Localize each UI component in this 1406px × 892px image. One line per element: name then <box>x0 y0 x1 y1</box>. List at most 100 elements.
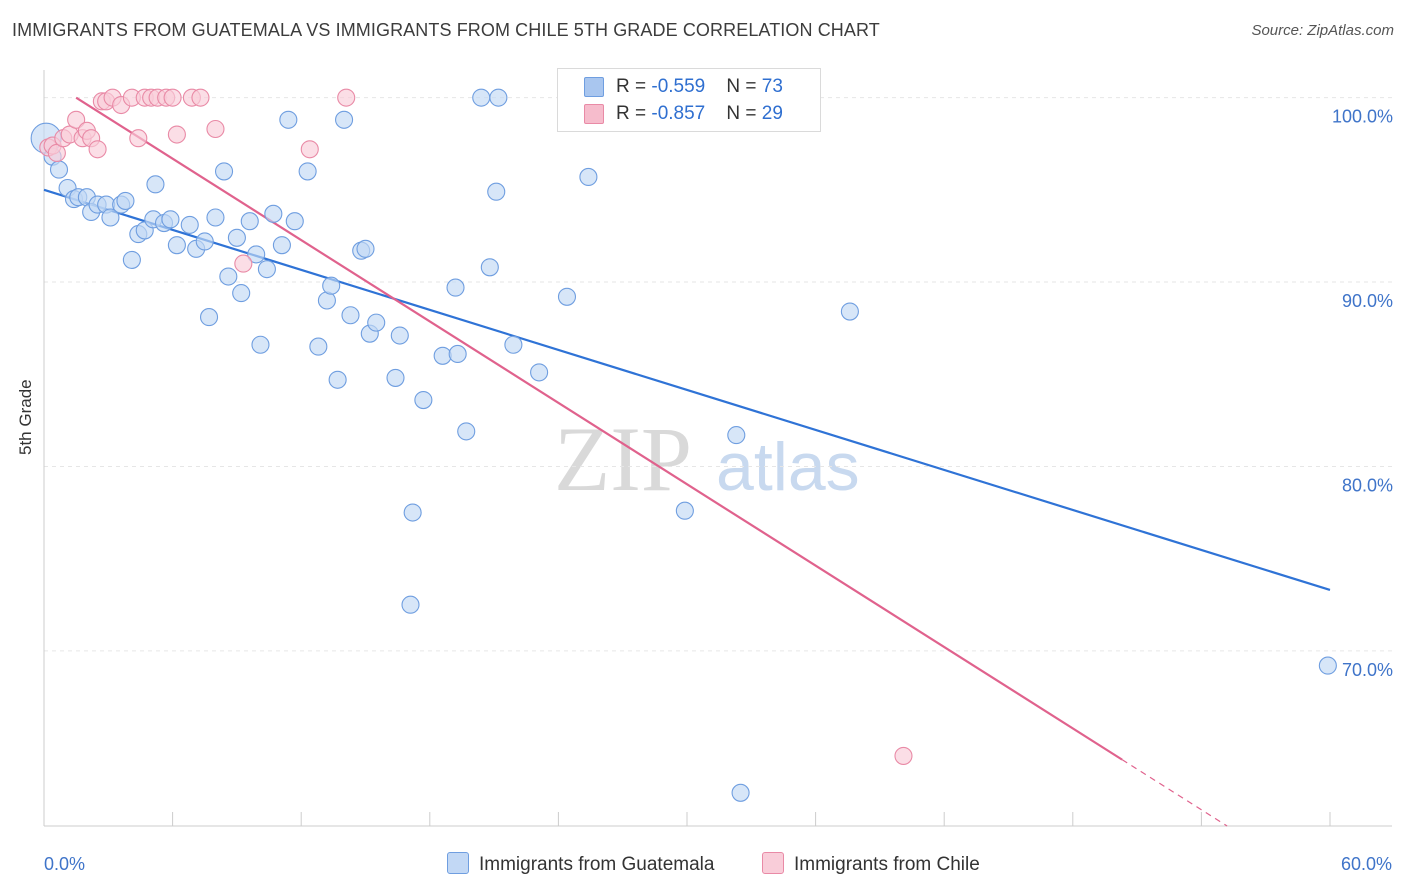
n-value: 29 <box>761 103 783 124</box>
n-value: 73 <box>761 76 783 97</box>
data-point <box>356 239 375 258</box>
chart-title: IMMIGRANTS FROM GUATEMALA VS IMMIGRANTS … <box>12 20 880 40</box>
legend-swatch-chile <box>762 852 784 874</box>
data-point <box>49 160 69 179</box>
data-point <box>403 503 422 522</box>
data-point <box>199 308 219 327</box>
data-point <box>487 182 506 201</box>
trend-line <box>75 96 1123 761</box>
data-point <box>504 335 523 354</box>
trend-line-extension <box>1121 759 1228 827</box>
data-point <box>167 236 186 255</box>
data-point <box>264 204 283 223</box>
data-point <box>88 140 107 159</box>
data-point <box>840 302 859 321</box>
data-point <box>328 370 347 389</box>
data-point <box>386 368 405 387</box>
data-point <box>894 746 913 765</box>
y-tick-label: 100.0% <box>1332 107 1393 127</box>
legend-item-guatemala[interactable]: Immigrants from Guatemala <box>447 852 714 876</box>
data-point <box>251 335 270 354</box>
stats-row-chile: R = -0.857 N = 29 <box>558 100 820 128</box>
data-point <box>446 278 465 297</box>
y-tick-label: 70.0% <box>1342 660 1393 680</box>
data-point <box>472 88 491 107</box>
data-point <box>257 260 276 279</box>
n-label: N = <box>726 76 762 97</box>
data-point <box>180 215 199 234</box>
stats-box: R = -0.559 N = 73 R = -0.857 N = 29 <box>557 68 821 132</box>
data-point <box>367 313 386 332</box>
data-point <box>341 306 360 325</box>
data-point <box>116 191 135 210</box>
y-tick-labels: 70.0% 80.0% 90.0% 100.0% <box>1332 107 1393 680</box>
x-tick-label: 60.0% <box>1341 854 1392 874</box>
data-point <box>272 236 291 255</box>
data-point <box>322 276 341 295</box>
trend-line <box>43 188 1331 592</box>
y-tick-label: 80.0% <box>1342 475 1393 495</box>
r-value: -0.559 <box>651 76 706 97</box>
x-tick-labels: 0.0% 60.0% <box>44 854 1392 874</box>
data-point <box>129 129 148 148</box>
x-tick-label: 0.0% <box>44 854 85 874</box>
n-label: N = <box>726 103 762 124</box>
data-point <box>675 501 694 520</box>
data-point <box>731 783 750 802</box>
data-point <box>579 167 598 186</box>
data-point <box>240 212 259 231</box>
data-point <box>448 344 467 364</box>
data-point <box>309 337 328 356</box>
data-point <box>234 254 253 273</box>
watermark-zip: ZIP <box>554 408 692 510</box>
r-label: R = <box>616 103 652 124</box>
data-point <box>300 140 319 159</box>
r-value: -0.857 <box>651 103 706 124</box>
data-point <box>206 208 225 227</box>
axes <box>43 70 1392 827</box>
data-point <box>390 326 409 345</box>
stats-row-guatemala: R = -0.559 N = 73 <box>558 73 820 101</box>
legend-label-guatemala: Immigrants from Guatemala <box>479 854 715 875</box>
data-point <box>227 228 246 247</box>
data-point <box>122 250 141 269</box>
data-point <box>1318 656 1337 675</box>
data-point <box>214 162 234 181</box>
data-point <box>433 346 452 365</box>
stats-swatch-chile <box>584 104 604 124</box>
watermark: ZIP atlas <box>554 408 860 510</box>
data-point <box>298 162 317 181</box>
stats-text-chile: R = -0.857 N = 29 <box>616 100 783 128</box>
legend-label-chile: Immigrants from Chile <box>794 854 980 875</box>
data-point <box>232 284 251 303</box>
data-point <box>167 125 186 144</box>
data-point <box>480 258 499 277</box>
data-point <box>530 363 549 382</box>
data-point <box>219 267 238 286</box>
data-point <box>335 110 354 129</box>
stats-text-guatemala: R = -0.559 N = 73 <box>616 73 783 101</box>
data-point <box>206 119 225 139</box>
data-point <box>401 595 420 614</box>
legend-item-chile[interactable]: Immigrants from Chile <box>762 852 980 876</box>
data-point <box>489 88 508 107</box>
data-point <box>279 110 298 129</box>
data-point <box>557 287 577 306</box>
stats-swatch-guatemala <box>584 77 604 97</box>
data-point <box>727 426 746 445</box>
data-points <box>30 88 1337 802</box>
data-point <box>195 232 214 251</box>
data-point <box>285 212 304 231</box>
data-point <box>101 208 120 227</box>
data-point <box>414 391 433 410</box>
y-tick-label: 90.0% <box>1342 291 1393 311</box>
data-point <box>457 422 476 441</box>
y-axis-label: 5th Grade <box>16 379 35 455</box>
data-point <box>247 245 266 264</box>
data-point <box>146 175 165 194</box>
legend-swatch-guatemala <box>447 852 469 874</box>
data-point <box>163 88 182 107</box>
source-label: Source: ZipAtlas.com <box>1251 22 1394 39</box>
gridlines <box>44 97 1392 652</box>
